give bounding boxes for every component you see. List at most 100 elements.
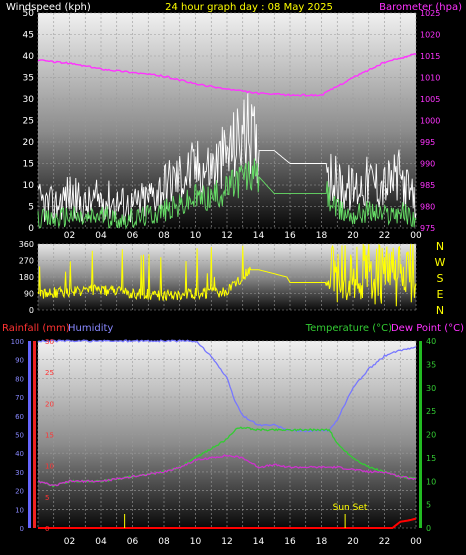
rainfall-axis-bar <box>33 341 36 528</box>
wind-x-tick-label: 18 <box>316 231 328 241</box>
temperature-axis-bar <box>419 341 422 528</box>
humidity-y-tick-label: 90 <box>15 357 24 365</box>
humidity-y-tick-label: 0 <box>20 525 24 533</box>
rainfall-y-tick-label: 25 <box>45 369 54 377</box>
direction-label-n-bottom: N <box>436 304 444 317</box>
rainfall-line <box>38 517 417 529</box>
wind-x-tick-label: 02 <box>64 231 75 241</box>
temp-x-tick-label: 00 <box>410 537 422 547</box>
humidity-y-tick-label: 80 <box>15 375 24 383</box>
temp-x-tick-label: 16 <box>284 537 296 547</box>
temperature-y-tick-label: 40 <box>426 337 436 346</box>
chart-title: 24 hour graph day : 08 May 2025 <box>165 2 333 13</box>
rainfall-y-tick-label: 20 <box>45 400 54 408</box>
dew-point-axis-title: Dew Point (°C) <box>391 323 464 334</box>
direction-y-tick-label: 360 <box>19 240 34 249</box>
temp-x-tick-label: 20 <box>347 537 359 547</box>
series-layer <box>37 53 417 529</box>
temperature-y-tick-label: 30 <box>426 384 436 393</box>
windspeed-axis-title: Windspeed (kph) <box>6 2 91 13</box>
humidity-line <box>37 339 417 433</box>
direction-y-tick-label: 0 <box>29 306 34 315</box>
baro-y-tick-label: 985 <box>420 181 435 190</box>
wind-y-tick-label: 15 <box>23 160 34 170</box>
temp-x-tick-label: 14 <box>253 537 265 547</box>
barometer-line <box>37 53 417 97</box>
wind-y-tick-label: 20 <box>23 138 35 148</box>
wind-x-tick-label: 20 <box>347 231 359 241</box>
wind-y-tick-label: 35 <box>23 74 34 84</box>
temp-x-tick-label: 02 <box>64 537 75 547</box>
rainfall-y-tick-label: 30 <box>45 338 54 346</box>
wind-average-line <box>37 158 417 230</box>
baro-y-tick-label: 1020 <box>420 31 440 40</box>
wind-x-tick-label: 12 <box>221 231 232 241</box>
humidity-y-tick-label: 50 <box>15 432 24 440</box>
wind-y-tick-label: 0 <box>28 224 34 234</box>
baro-y-tick-label: 975 <box>420 224 435 233</box>
dew-point-line <box>37 454 417 487</box>
humidity-y-tick-label: 20 <box>15 488 24 496</box>
rainfall-y-tick-label: 10 <box>45 463 54 471</box>
direction-label-s: S <box>437 272 444 285</box>
wind-gust-line <box>37 92 417 223</box>
baro-y-tick-label: 1015 <box>420 52 440 61</box>
direction-label-e: E <box>437 288 444 301</box>
direction-label-w: W <box>435 256 446 269</box>
humidity-y-tick-label: 100 <box>11 338 24 346</box>
temperature-y-tick-label: 25 <box>426 407 436 416</box>
grid-layer <box>37 12 417 529</box>
tick-label-layer: 0510152025303540455097598098599099510001… <box>11 9 441 547</box>
wind-y-tick-label: 25 <box>23 117 34 127</box>
baro-y-tick-label: 980 <box>420 203 435 212</box>
humidity-axis-bar <box>28 341 31 528</box>
humidity-y-tick-label: 60 <box>15 413 24 421</box>
wind-y-tick-label: 45 <box>23 31 34 41</box>
temperature-y-tick-label: 35 <box>426 360 436 369</box>
wind-x-tick-label: 04 <box>95 231 107 241</box>
wind-x-tick-label: 10 <box>190 231 202 241</box>
barometer-axis-title: Barometer (hpa) <box>379 2 462 13</box>
direction-y-tick-label: 180 <box>19 273 34 282</box>
temp-x-tick-label: 22 <box>379 537 390 547</box>
baro-y-tick-label: 1010 <box>420 74 440 83</box>
wind-x-tick-label: 22 <box>379 231 390 241</box>
direction-y-tick-label: 90 <box>24 290 34 299</box>
temperature-y-tick-label: 20 <box>426 431 436 440</box>
temp-x-tick-label: 12 <box>221 537 232 547</box>
temp-x-tick-label: 06 <box>127 537 139 547</box>
temperature-y-tick-label: 0 <box>426 524 431 533</box>
humidity-y-tick-label: 30 <box>15 469 24 477</box>
wind-y-tick-label: 50 <box>23 9 35 19</box>
sun-set-annotation: Sun Set <box>333 503 368 513</box>
wind-x-tick-label: 00 <box>410 231 422 241</box>
temperature-y-tick-label: 15 <box>426 454 436 463</box>
wind-y-tick-label: 30 <box>23 95 35 105</box>
wind-x-tick-label: 14 <box>253 231 265 241</box>
baro-y-tick-label: 990 <box>420 160 435 169</box>
temperature-axis-title: Temperature (°C) <box>305 323 392 334</box>
wind-y-tick-label: 10 <box>23 181 35 191</box>
humidity-y-tick-label: 40 <box>15 450 24 458</box>
direction-y-tick-label: 270 <box>19 257 34 266</box>
temp-x-tick-label: 10 <box>190 537 202 547</box>
temperature-y-tick-label: 10 <box>426 477 436 486</box>
wind-direction-trace <box>37 243 417 307</box>
wind-y-tick-label: 5 <box>28 203 34 213</box>
wind-x-tick-label: 08 <box>158 231 170 241</box>
humidity-y-tick-label: 70 <box>15 394 24 402</box>
temperature-y-tick-label: 5 <box>426 501 431 510</box>
rainfall-y-tick-label: 5 <box>45 494 49 502</box>
direction-label-n-top: N <box>436 240 444 253</box>
baro-y-tick-label: 995 <box>420 138 435 147</box>
baro-y-tick-label: 1000 <box>420 117 440 126</box>
temp-x-tick-label: 08 <box>158 537 170 547</box>
temp-x-tick-label: 18 <box>316 537 328 547</box>
rainfall-y-tick-label: 0 <box>45 525 49 533</box>
humidity-y-tick-label: 10 <box>15 506 24 514</box>
baro-y-tick-label: 1005 <box>420 95 440 104</box>
baro-y-tick-label: 1025 <box>420 9 440 18</box>
rainfall-y-tick-label: 15 <box>45 432 54 440</box>
humidity-axis-title: Humidity <box>68 323 113 334</box>
